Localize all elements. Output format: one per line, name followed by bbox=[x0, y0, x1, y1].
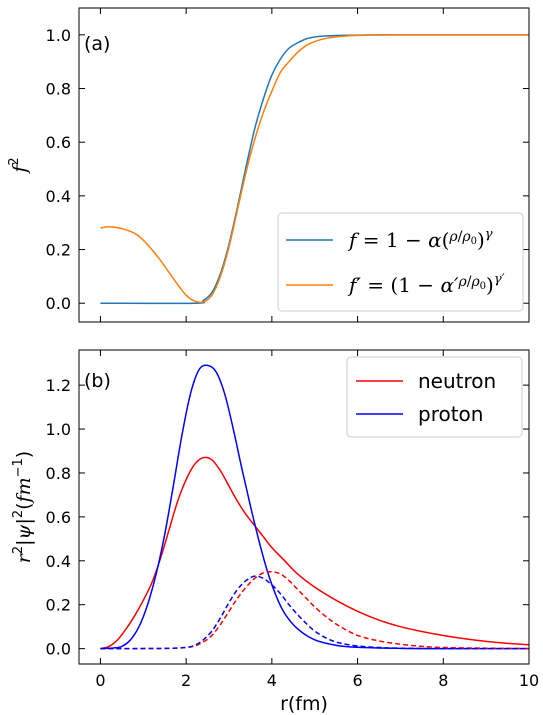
y-axis-title-a: f2 bbox=[7, 157, 31, 174]
series-line-a-1 bbox=[100, 34, 529, 304]
series-group-b bbox=[100, 364, 530, 650]
legend-box-a bbox=[277, 212, 524, 312]
x-tick-label-b: 10 bbox=[519, 671, 539, 690]
x-tick-labels-b: 0 2 4 6 8 10 bbox=[95, 671, 539, 690]
x-tick-label-b: 0 bbox=[95, 671, 105, 690]
y-tick-label-a: 0.6 bbox=[46, 133, 71, 152]
tick-marks-a bbox=[79, 8, 530, 322]
y-tick-label-b: 1.2 bbox=[46, 376, 71, 395]
frame-a bbox=[78, 7, 530, 323]
series-line-b-1 bbox=[100, 364, 530, 650]
legend-label-f-prime: f′ = (1 − α′ρ/ρ0)γ′ bbox=[347, 272, 505, 297]
y-tick-label-b: 0.8 bbox=[46, 464, 71, 483]
legend-b: neutron proton bbox=[346, 356, 523, 438]
legend-box-b bbox=[346, 356, 523, 438]
legend-a: f = 1 − α(ρ/ρ0)γ f′ = (1 − α′ρ/ρ0)γ′ bbox=[277, 212, 524, 312]
x-tick-label-b: 8 bbox=[438, 671, 448, 690]
y-tick-label-b: 0.6 bbox=[46, 508, 71, 527]
x-tick-label-b: 2 bbox=[181, 671, 191, 690]
legend-label-f: f = 1 − α(ρ/ρ0)γ bbox=[347, 227, 493, 252]
y-tick-label-b: 1.0 bbox=[46, 420, 71, 439]
series-line-b-2 bbox=[100, 570, 530, 650]
y-tick-labels-a: 0.0 0.2 0.4 0.6 0.8 1.0 bbox=[46, 26, 71, 313]
x-tick-label-b: 6 bbox=[352, 671, 362, 690]
y-tick-label-b: 0.4 bbox=[46, 552, 71, 571]
panel-a: 0.0 0.2 0.4 0.6 0.8 1.0 (a) f2 f = 1 − α(ρ/ρ0… bbox=[7, 7, 530, 323]
y-axis-title-b: r2|ψ|2(fm−1) bbox=[11, 451, 35, 563]
y-tick-label-a: 0.4 bbox=[46, 187, 71, 206]
y-tick-label-a: 0.2 bbox=[46, 241, 71, 260]
panel-label-b: (b) bbox=[84, 370, 111, 392]
frame-b bbox=[78, 349, 530, 665]
y-tick-label-b: 0.2 bbox=[46, 596, 71, 615]
series-line-b-0 bbox=[100, 456, 530, 650]
series-group-a bbox=[100, 34, 529, 305]
x-axis-title: r(fm) bbox=[280, 693, 328, 715]
series-line-b-3 bbox=[100, 575, 530, 650]
panel-label-a: (a) bbox=[84, 33, 110, 55]
y-tick-label-a: 0.0 bbox=[46, 294, 71, 313]
x-tick-label-b: 4 bbox=[267, 671, 277, 690]
y-tick-label-b: 0.0 bbox=[46, 640, 71, 659]
legend-label-proton: proton bbox=[418, 402, 483, 426]
y-tick-label-a: 1.0 bbox=[46, 26, 71, 45]
y-tick-labels-b: 0.0 0.2 0.4 0.6 0.8 1.0 1.2 bbox=[46, 376, 71, 658]
legend-label-neutron: neutron bbox=[418, 369, 496, 393]
y-tick-label-a: 0.8 bbox=[46, 80, 71, 99]
tick-marks-b bbox=[79, 350, 530, 664]
panel-b: 0.0 0.2 0.4 0.6 0.8 1.0 1.2 0 2 4 6 8 10 (b) r2|ψ|2… bbox=[11, 349, 539, 715]
